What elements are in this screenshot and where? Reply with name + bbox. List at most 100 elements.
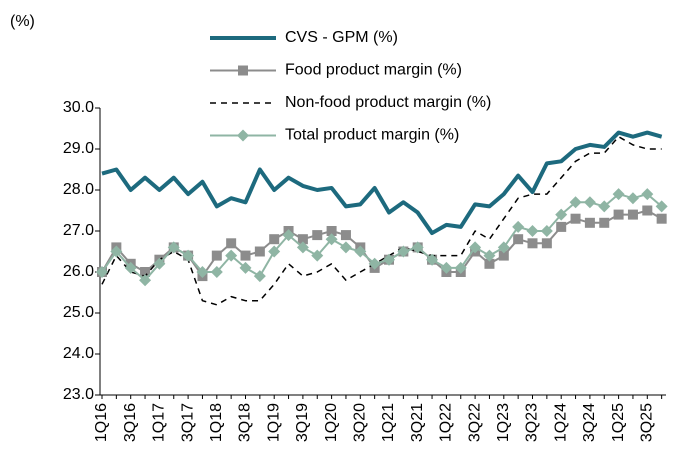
- marker: [268, 245, 281, 258]
- y-tick-label: 26.0: [63, 263, 94, 280]
- y-tick-label: 29.0: [63, 140, 94, 157]
- series: [101, 135, 662, 306]
- series: [96, 188, 668, 287]
- marker: [397, 245, 410, 258]
- marker: [237, 129, 249, 142]
- marker: [598, 200, 611, 213]
- series-line: [101, 135, 662, 306]
- marker: [167, 241, 180, 254]
- y-tick-label: 27.0: [63, 222, 94, 239]
- marker: [569, 196, 582, 209]
- marker: [527, 238, 538, 249]
- y-tick-label: 28.0: [63, 181, 94, 198]
- marker: [556, 221, 567, 232]
- marker: [368, 257, 381, 270]
- x-tick-label: 1Q19: [265, 403, 282, 442]
- x-tick-label: 3Q18: [237, 403, 254, 442]
- marker: [411, 241, 424, 254]
- x-tick-label: 1Q21: [380, 403, 397, 442]
- marker: [513, 234, 524, 245]
- marker: [599, 217, 610, 228]
- marker: [139, 274, 152, 287]
- marker: [124, 261, 137, 274]
- marker: [555, 208, 568, 221]
- marker: [498, 250, 509, 261]
- y-unit-label: (%): [10, 13, 35, 30]
- marker: [339, 241, 352, 254]
- marker: [253, 270, 266, 283]
- marker: [612, 188, 625, 201]
- marker: [239, 261, 252, 274]
- marker: [641, 188, 654, 201]
- x-tick-label: 3Q20: [352, 403, 369, 442]
- marker: [626, 192, 639, 205]
- series-line: [101, 130, 663, 236]
- marker: [96, 266, 108, 278]
- marker: [426, 253, 439, 266]
- y-tick-label: 24.0: [63, 345, 94, 362]
- marker: [196, 266, 209, 278]
- marker: [296, 241, 309, 254]
- x-tick-label: 1Q22: [438, 403, 455, 442]
- marker: [110, 245, 123, 258]
- marker: [240, 250, 251, 261]
- marker: [383, 253, 395, 266]
- marker: [656, 213, 667, 224]
- x-tick-label: 1Q16: [93, 403, 110, 442]
- marker: [440, 261, 453, 274]
- x-tick-label: 3Q25: [639, 403, 656, 442]
- series-line: [101, 193, 663, 282]
- x-tick-label: 1Q24: [552, 403, 569, 442]
- x-tick-label: 1Q20: [323, 403, 340, 442]
- marker: [483, 249, 496, 262]
- marker: [570, 213, 581, 224]
- marker: [583, 196, 596, 209]
- marker: [254, 246, 265, 257]
- marker: [311, 249, 324, 262]
- legend-label: Non-food product margin (%): [285, 94, 491, 111]
- x-tick-label: 3Q17: [179, 403, 196, 442]
- marker: [210, 266, 223, 278]
- marker: [282, 229, 295, 242]
- marker: [297, 234, 308, 245]
- marker: [484, 258, 495, 269]
- x-tick-label: 3Q16: [122, 403, 139, 442]
- marker: [454, 261, 467, 274]
- marker: [354, 245, 367, 258]
- marker: [497, 241, 510, 254]
- marker: [613, 209, 624, 220]
- marker: [540, 225, 553, 237]
- marker: [312, 230, 323, 241]
- series: [101, 130, 663, 236]
- marker: [627, 209, 638, 220]
- x-tick-label: 1Q17: [151, 403, 168, 442]
- x-tick-label: 3Q22: [466, 403, 483, 442]
- series: [97, 205, 667, 282]
- legend-label: Total product margin (%): [285, 127, 459, 144]
- y-tick-label: 25.0: [63, 304, 94, 321]
- x-tick-label: 3Q23: [524, 403, 541, 442]
- marker: [269, 234, 280, 245]
- marker: [655, 200, 668, 213]
- marker: [642, 205, 653, 216]
- marker: [326, 226, 337, 236]
- x-tick-label: 1Q23: [495, 403, 512, 442]
- x-tick-label: 3Q21: [409, 403, 426, 442]
- marker: [226, 238, 237, 249]
- marker: [325, 233, 338, 246]
- marker: [469, 241, 482, 254]
- marker: [225, 249, 238, 262]
- y-tick-label: 30.0: [63, 99, 94, 116]
- marker: [238, 65, 248, 76]
- marker: [153, 257, 166, 270]
- marker: [541, 238, 552, 249]
- marker: [526, 225, 539, 237]
- legend-label: Food product margin (%): [285, 62, 462, 79]
- marker: [211, 250, 222, 261]
- marker: [340, 230, 351, 241]
- x-tick-label: 3Q19: [294, 403, 311, 442]
- x-tick-label: 1Q18: [208, 403, 225, 442]
- series-line: [101, 209, 663, 278]
- legend-label: CVS - GPM (%): [285, 29, 398, 46]
